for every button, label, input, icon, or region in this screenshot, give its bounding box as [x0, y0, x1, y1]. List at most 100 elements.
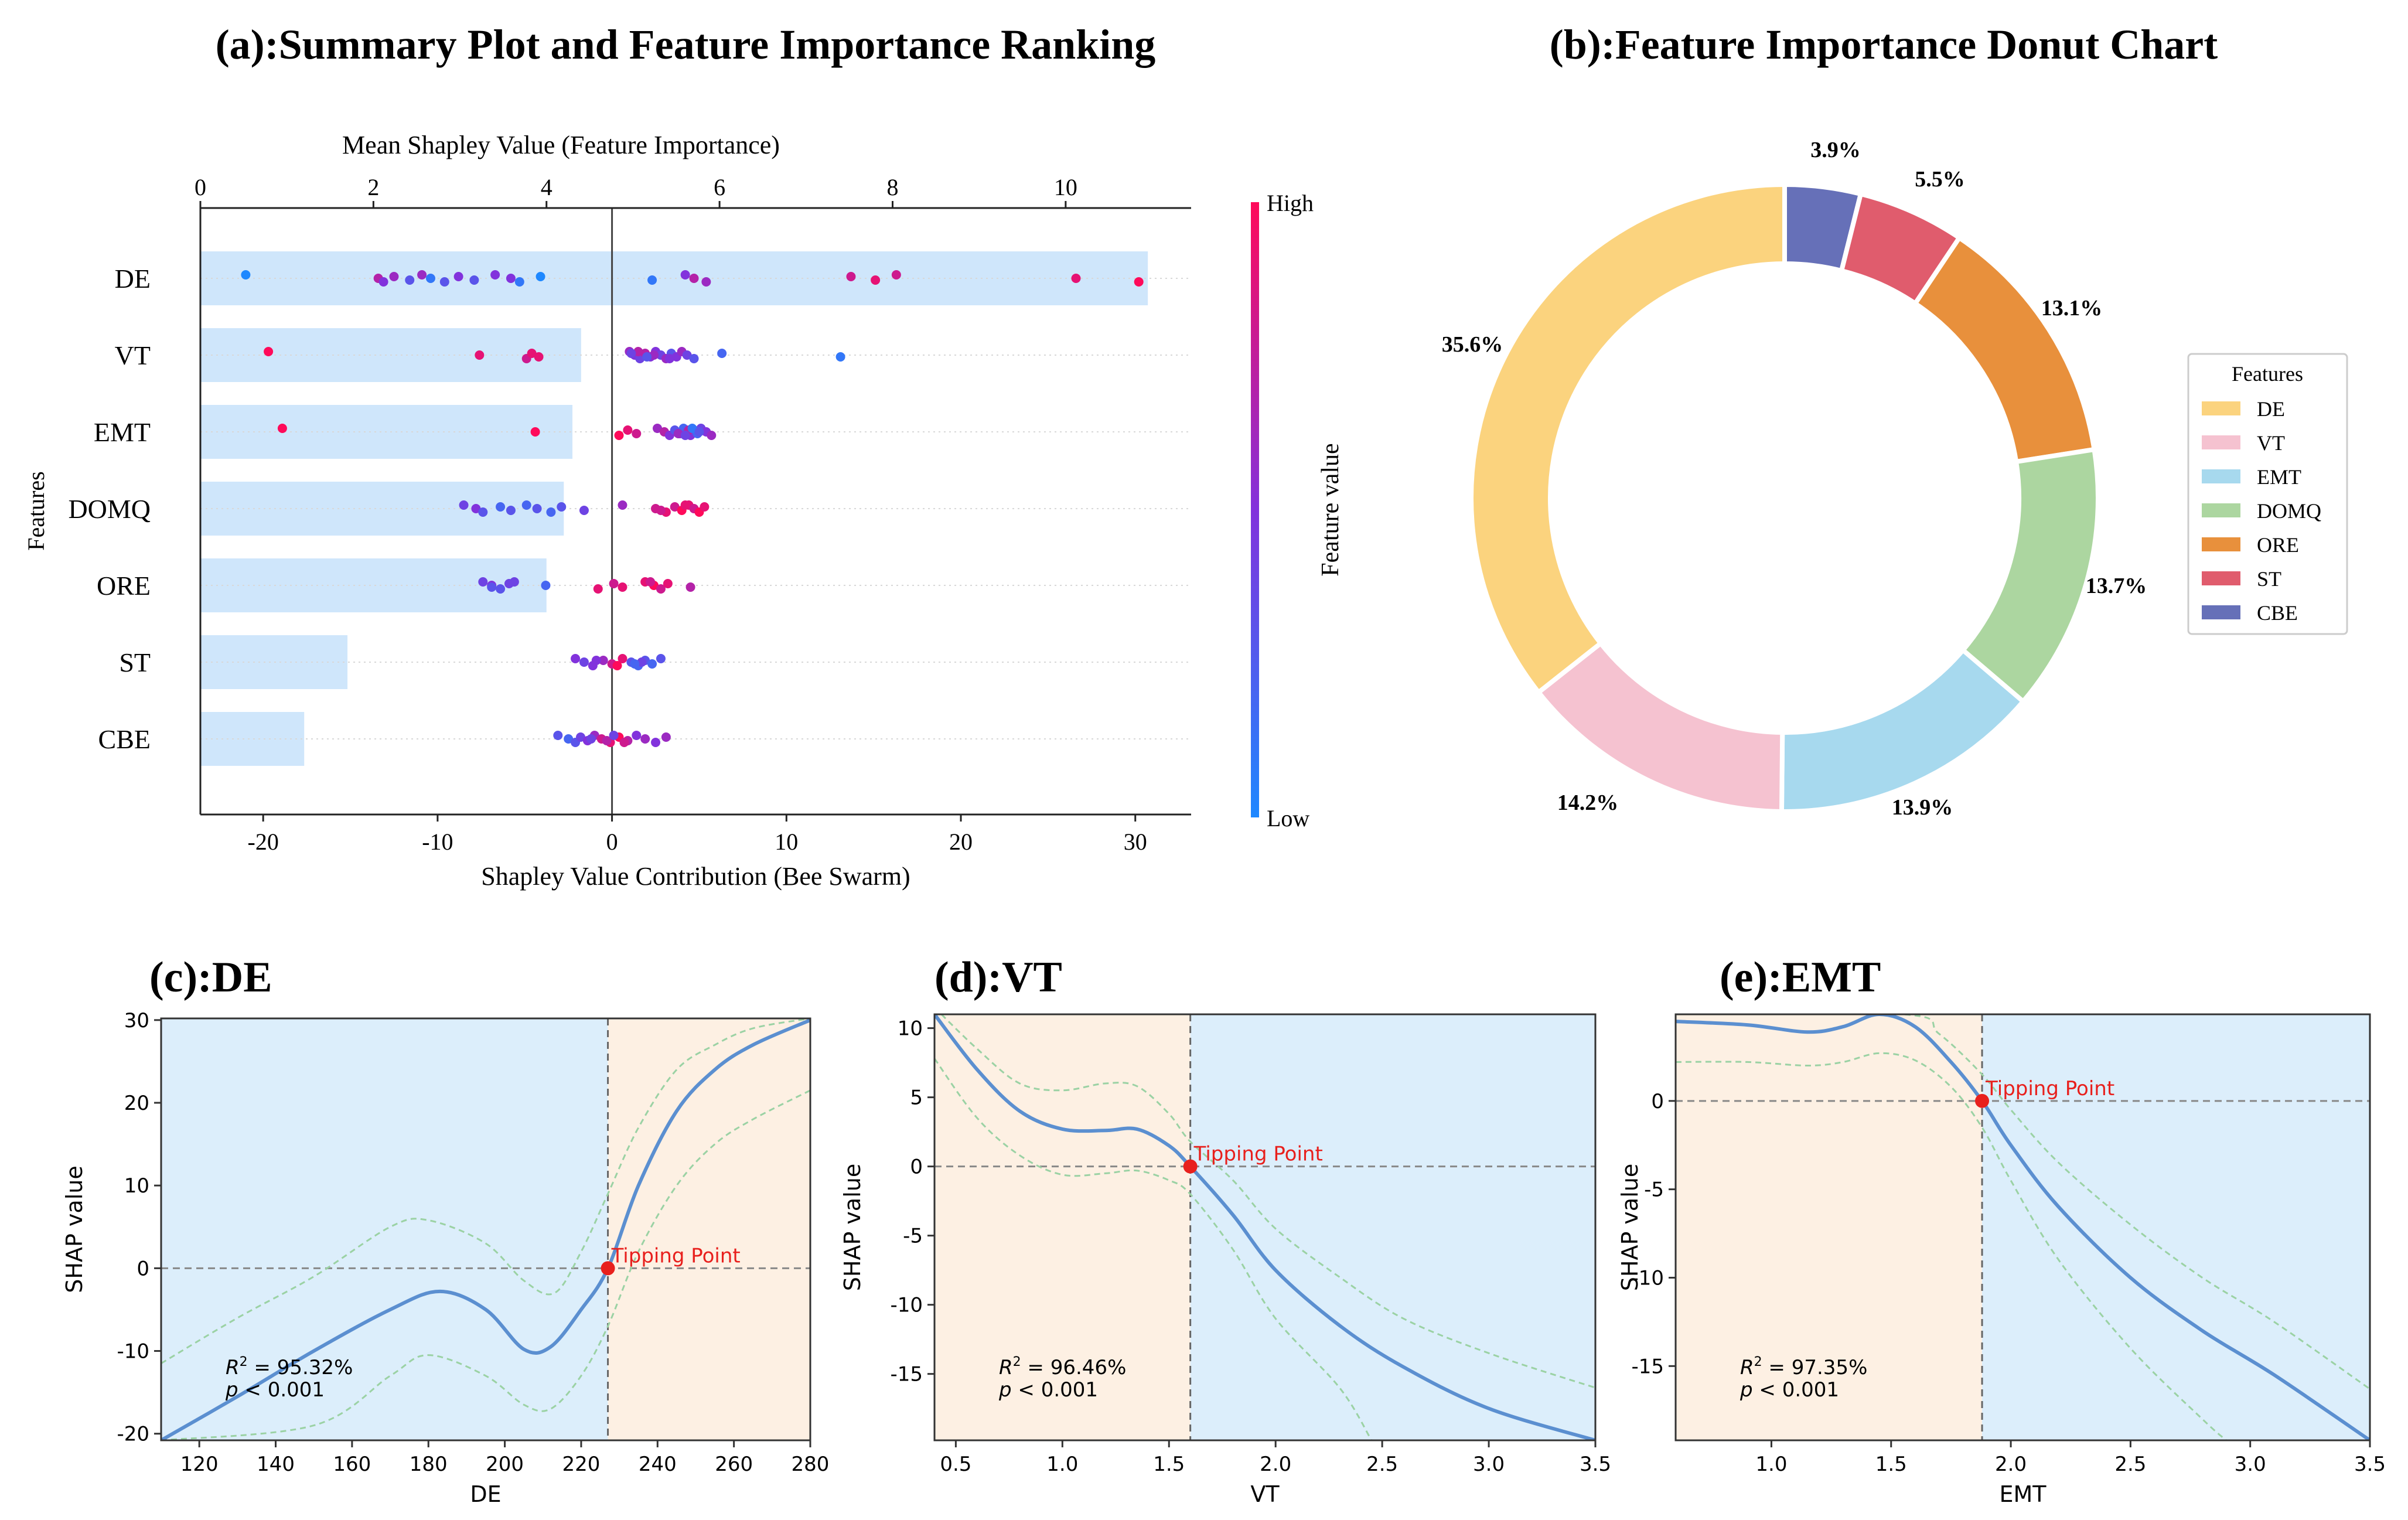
p-value-annotation: p < 0.001	[225, 1378, 325, 1402]
swarm-point-de	[378, 277, 388, 287]
swarm-point-de	[506, 274, 516, 283]
swarm-point-cbe	[564, 734, 574, 744]
region-left	[934, 1014, 1191, 1440]
tipping-point-marker	[601, 1261, 615, 1276]
swarm-point-de	[241, 270, 251, 280]
tipping-point-label: Tipping Point	[1985, 1077, 2114, 1100]
x-tick-label: 1.0	[1046, 1453, 1078, 1476]
swarm-point-de	[1134, 277, 1144, 287]
x-tick-label: 220	[562, 1453, 600, 1476]
swarm-point-de	[514, 277, 524, 287]
ci-lower-line	[161, 1089, 810, 1440]
plot-frame	[933, 1013, 1597, 1441]
r-squared-annotation: R2 = 96.46%	[999, 1355, 1126, 1379]
swarm-point-de	[417, 270, 427, 280]
legend-swatch-cbe	[2202, 605, 2240, 619]
legend-label-de: DE	[2257, 397, 2285, 421]
swarm-point-cbe	[553, 731, 563, 740]
plot-area	[934, 1014, 1595, 1440]
shap-curve	[934, 1014, 1595, 1440]
legend-label-st: ST	[2257, 567, 2281, 591]
tipping-point-label: Tipping Point	[1193, 1143, 1323, 1166]
swarm-point-emt	[653, 424, 663, 433]
legend-label-cbe: CBE	[2257, 601, 2298, 625]
slice-value-label: 13.9%	[1892, 795, 1953, 820]
plot-frame	[1674, 1013, 2371, 1441]
swarm-point-domq	[478, 507, 488, 517]
swarm-point-emt	[632, 429, 642, 438]
x-tick-label: 3.0	[1473, 1453, 1505, 1476]
tipping-point-marker	[1975, 1093, 1990, 1108]
tipping-point-label: Tipping Point	[611, 1244, 741, 1267]
legend-swatch-ore	[2202, 537, 2240, 551]
swarm-point-domq	[532, 504, 542, 513]
x-tick-label: 280	[792, 1453, 830, 1476]
swarm-point-vt	[664, 354, 674, 363]
slice-value-label: 35.6%	[1442, 332, 1503, 357]
tipping-point-marker	[1183, 1159, 1198, 1174]
swarm-point-de	[701, 277, 711, 287]
y-axis-label: Features	[23, 471, 49, 551]
ci-lower-line	[934, 1058, 1373, 1440]
donut-slice-de	[1469, 182, 1787, 696]
colorbar-low-label: Low	[1267, 805, 1309, 831]
swarm-point-cbe	[632, 731, 642, 740]
x-tick-label: 1.0	[1755, 1453, 1787, 1476]
slice-value-label: 14.2%	[1557, 790, 1619, 815]
swarm-point-domq	[618, 500, 627, 510]
swarm-point-ore	[478, 577, 488, 587]
swarm-point-de	[871, 275, 881, 285]
x-axis-label: DE	[470, 1481, 501, 1507]
feature-label-vt: VT	[115, 340, 151, 370]
swarm-point-de	[389, 272, 399, 281]
swarm-point-st	[598, 656, 608, 665]
swarm-point-domq	[579, 506, 589, 515]
legend-label-vt: VT	[2257, 431, 2285, 455]
y-tick-label: -10	[890, 1294, 923, 1317]
x-axis-label: VT	[1250, 1481, 1280, 1507]
swarm-point-domq	[557, 502, 567, 512]
legend-swatch-st	[2202, 571, 2240, 585]
swarm-point-de	[453, 272, 463, 281]
y-tick-label: 5	[910, 1086, 923, 1110]
y-tick-label: -20	[117, 1423, 149, 1446]
swarm-point-vt	[264, 347, 274, 356]
x-tick-label: 0.5	[940, 1453, 971, 1476]
swarm-point-emt	[623, 425, 633, 435]
x-tick-label: -20	[248, 829, 279, 855]
swarm-point-vt	[527, 349, 537, 358]
x-tick-label: 2.5	[2114, 1453, 2146, 1476]
swarm-point-st	[656, 654, 666, 663]
legend-swatch-de	[2202, 401, 2240, 415]
y-tick-label: 30	[124, 1009, 149, 1032]
swarm-point-st	[571, 654, 581, 663]
top-tick-label: 0	[195, 174, 206, 200]
top-tick-label: 6	[714, 174, 725, 200]
panel-e-title: (e):EMT	[1720, 953, 1881, 1001]
swarm-point-vt	[835, 352, 845, 362]
y-axis-label: SHAP value	[62, 1165, 87, 1293]
swarm-point-vt	[475, 350, 485, 360]
y-axis-label: SHAP value	[1617, 1164, 1643, 1291]
x-tick-label: 10	[775, 829, 798, 855]
region-right	[1190, 1014, 1595, 1440]
legend-label-emt: EMT	[2257, 465, 2301, 489]
x-tick-label: 20	[949, 829, 973, 855]
top-tick-label: 8	[886, 174, 898, 200]
y-tick-label: -10	[117, 1340, 149, 1364]
importance-bar-cbe	[200, 712, 305, 766]
swarm-point-domq	[496, 502, 506, 512]
swarm-point-de	[490, 270, 500, 280]
swarm-point-vt	[534, 352, 544, 362]
plot-area	[1676, 1014, 2370, 1440]
swarm-point-de	[680, 270, 690, 280]
swarm-point-ore	[541, 581, 551, 590]
feature-label-st: ST	[119, 647, 151, 677]
ci-upper-line	[940, 1014, 1595, 1389]
region-right	[1982, 1014, 2370, 1440]
swarm-point-st	[579, 657, 589, 667]
y-tick-label: -5	[903, 1225, 923, 1248]
donut-slice-domq	[1959, 447, 2100, 705]
swarm-point-ore	[509, 577, 519, 587]
top-tick-label: 2	[367, 174, 379, 200]
